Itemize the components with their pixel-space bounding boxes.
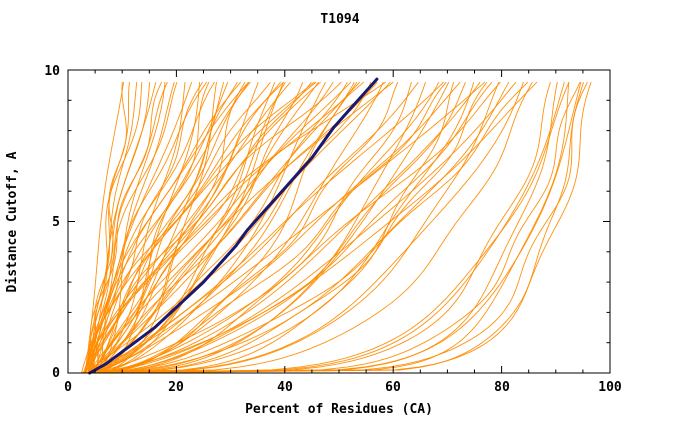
ensemble-curve [102, 81, 524, 374]
ensemble-curve [89, 81, 208, 374]
ensemble-curve [90, 81, 163, 373]
ensemble-curve [86, 81, 317, 374]
ensemble-curve [93, 81, 481, 374]
ensemble-curve [92, 81, 412, 374]
ensemble-curve [88, 81, 282, 374]
x-axis-label: Percent of Residues (CA) [245, 402, 433, 417]
ensemble-curve [88, 81, 384, 374]
ensemble-curve [89, 81, 386, 374]
ensemble-curve [88, 81, 193, 374]
ensemble-curve [84, 81, 581, 374]
ensemble-curve [83, 81, 510, 374]
x-tick-label-60: 60 [385, 380, 401, 395]
x-tick-label-80: 80 [494, 380, 510, 395]
ensemble-curve [83, 81, 538, 374]
ensemble-curve [90, 81, 461, 374]
ensemble-curve [85, 81, 178, 374]
ensemble-curve [90, 81, 210, 374]
x-tick-label-100: 100 [598, 380, 622, 395]
ensemble-curve [90, 81, 361, 374]
ensemble-curve [95, 81, 488, 374]
ensemble-curve [84, 81, 426, 374]
ensemble-curve [83, 81, 475, 374]
ensemble-curve [84, 81, 364, 374]
ensemble-curve [89, 81, 321, 374]
ensemble-curve [87, 82, 138, 373]
x-tick-label-40: 40 [277, 380, 293, 395]
ensemble-curve [98, 81, 447, 374]
ensemble-curve [85, 81, 440, 374]
ensemble-curve [93, 81, 372, 374]
ensemble-curve [87, 82, 143, 374]
ensemble-curve [92, 81, 517, 374]
ensemble-curve [88, 81, 450, 374]
ensemble-curve [91, 81, 312, 374]
ensemble-curve [93, 81, 342, 374]
ensemble-curve [88, 81, 304, 374]
ensemble-curve [101, 81, 251, 373]
ensemble-curve [96, 81, 355, 374]
ensemble-curve [99, 81, 378, 374]
chart-title: T1094 [320, 12, 359, 27]
x-tick-label-20: 20 [168, 380, 184, 395]
y-axis-label: Distance Cutoff, A [5, 151, 20, 292]
ensemble-curve [81, 81, 391, 374]
ensemble-curve [87, 81, 501, 374]
ticks-layer [67, 69, 611, 374]
ensemble-curve [88, 81, 315, 374]
ensemble-curve [84, 81, 358, 374]
ensemble-curve [92, 81, 168, 374]
ensemble-curve [88, 81, 584, 374]
ensemble-curve [90, 81, 565, 374]
ensemble-curve [96, 81, 570, 374]
ensemble-curve [98, 82, 200, 374]
y-tick-label-10: 10 [44, 64, 60, 79]
ensemble-curve [91, 81, 588, 374]
y-tick-label-5: 5 [52, 215, 60, 230]
highlight-curve [88, 77, 379, 375]
ensemble-curve [86, 81, 486, 374]
ensemble-curve [87, 81, 552, 374]
plot-frame [67, 69, 611, 374]
ensemble-curve [90, 81, 529, 374]
ensemble-curve [95, 81, 419, 374]
x-tick-label-0: 0 [64, 380, 72, 395]
ensemble-curve [89, 82, 157, 374]
ensemble-curve [96, 81, 319, 374]
y-tick-label-0: 0 [52, 366, 60, 381]
ensemble-curve [97, 81, 493, 374]
ensemble-curve [97, 82, 570, 374]
ensemble-curve [86, 81, 582, 374]
ensemble-curve [93, 81, 444, 374]
ensemble-curve [92, 81, 326, 374]
ensemble-curve [86, 81, 500, 374]
ensemble-curve [92, 81, 352, 374]
ensemble-curve [96, 81, 286, 374]
curves-layer [80, 77, 592, 375]
ensemble-curve [88, 81, 592, 374]
ensemble-curve [92, 81, 533, 374]
